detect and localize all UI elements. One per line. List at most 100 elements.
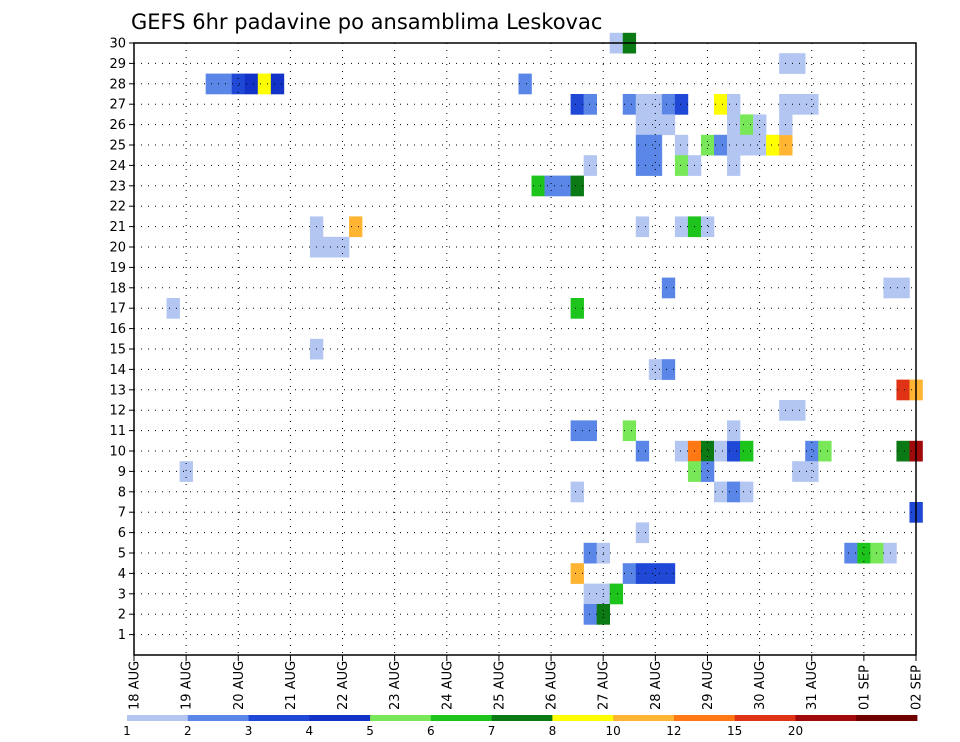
precip-cell: [740, 440, 754, 462]
precip-cell: [322, 236, 337, 258]
precip-cell: [792, 94, 806, 115]
colorbar-label: 15: [727, 724, 742, 738]
x-tick-label: 23 AUG: [388, 661, 403, 710]
precip-cell: [570, 563, 584, 584]
colorbar-segment: [856, 715, 918, 721]
precip-cell: [844, 542, 858, 564]
precip-cell: [244, 73, 259, 95]
precip-cell: [674, 216, 689, 238]
precip-cell: [635, 94, 650, 115]
precip-cell: [896, 379, 910, 401]
precip-cell: [727, 114, 741, 136]
x-tick-label: 22 AUG: [336, 661, 351, 710]
precip-cell: [674, 440, 689, 462]
y-tick-label: 7: [118, 506, 126, 521]
precip-cell: [870, 542, 884, 564]
precip-cell: [805, 440, 819, 462]
precip-cell: [179, 461, 193, 482]
x-tick-label: 26 AUG: [545, 661, 560, 710]
precip-cell: [349, 216, 363, 238]
y-tick-label: 8: [118, 485, 126, 500]
colorbar-label: 8: [549, 724, 557, 738]
y-tick-label: 23: [109, 179, 126, 194]
precip-cell: [766, 134, 780, 156]
y-tick-label: 22: [109, 200, 126, 215]
precip-cell: [661, 114, 676, 136]
precip-cells: [166, 32, 923, 625]
colorbar-segment: [309, 715, 371, 721]
y-tick-label: 12: [109, 404, 126, 419]
precip-cell: [531, 175, 545, 197]
precip-cell: [661, 94, 676, 115]
y-tick-label: 14: [109, 363, 126, 378]
colorbar: 1 2 3 4 5 6 7 8 10 12 15 20: [123, 715, 918, 738]
precip-cell: [648, 134, 663, 156]
colorbar-label: 6: [427, 724, 435, 738]
x-tick-label: 18 AUG: [128, 661, 143, 710]
precip-cell: [700, 461, 715, 482]
precip-cell: [583, 420, 597, 442]
precip-cell: [713, 94, 728, 115]
colorbar-segment: [370, 715, 432, 721]
precip-cell: [583, 155, 597, 176]
colorbar-segment: [187, 715, 249, 721]
colorbar-segment: [248, 715, 310, 721]
precip-cell: [896, 440, 910, 462]
precip-cell: [270, 73, 285, 95]
colorbar-label: 4: [305, 724, 313, 738]
precip-cell: [727, 134, 741, 156]
precip-cell: [336, 236, 350, 258]
precip-cell: [648, 563, 663, 584]
precip-cell: [635, 155, 650, 176]
precip-cell: [740, 114, 754, 136]
precip-cell: [648, 155, 663, 176]
precip-cell: [570, 420, 584, 442]
precip-cell: [257, 73, 272, 95]
precip-cell: [609, 583, 624, 605]
y-tick-label: 19: [109, 261, 126, 276]
precip-cell: [622, 420, 637, 442]
colorbar-label: 7: [488, 724, 496, 738]
precip-cell: [648, 94, 663, 115]
chart-title: GEFS 6hr padavine po ansamblima Leskovac: [131, 10, 602, 34]
precip-cell: [700, 216, 715, 238]
precip-cell: [753, 134, 767, 156]
precip-cell: [727, 440, 741, 462]
x-axis: 18 AUG 19 AUG 20 AUG 21 AUG 22 AUG 23 AUG 24 A…: [128, 655, 925, 710]
precip-cell: [648, 359, 663, 380]
y-tick-label: 6: [118, 526, 126, 541]
precip-cell: [622, 563, 637, 584]
precip-cell: [740, 481, 754, 503]
x-tick-label: 25 AUG: [492, 661, 507, 710]
precip-cell: [635, 440, 650, 462]
precip-cell: [674, 134, 689, 156]
precip-cell: [713, 440, 728, 462]
precip-cell: [570, 175, 584, 197]
y-tick-label: 3: [118, 587, 126, 602]
colorbar-segment: [430, 715, 493, 721]
y-tick-label: 1: [118, 628, 126, 643]
x-tick-label: 19 AUG: [180, 661, 195, 710]
colorbar-label: 12: [666, 724, 681, 738]
precip-cell: [805, 94, 819, 115]
x-tick-label: 24 AUG: [440, 661, 455, 710]
grid-lines: [133, 42, 917, 655]
y-tick-label: 25: [109, 139, 126, 154]
precip-cell: [570, 298, 584, 319]
precip-cell: [792, 461, 806, 482]
precip-cell: [818, 440, 832, 462]
precip-cell: [727, 94, 741, 115]
colorbar-segment: [491, 715, 553, 721]
y-tick-label: 27: [109, 98, 126, 113]
precip-cell: [661, 359, 676, 380]
x-tick-label: 20 AUG: [232, 661, 247, 710]
y-tick-label: 29: [109, 57, 126, 72]
precip-cell: [583, 542, 597, 564]
precip-cell: [674, 155, 689, 176]
colorbar-segment: [127, 715, 189, 721]
precip-cell: [518, 73, 532, 95]
precip-cell: [700, 134, 715, 156]
x-tick-label: 01 SEP: [857, 665, 872, 710]
x-tick-label: 29 AUG: [701, 661, 716, 710]
